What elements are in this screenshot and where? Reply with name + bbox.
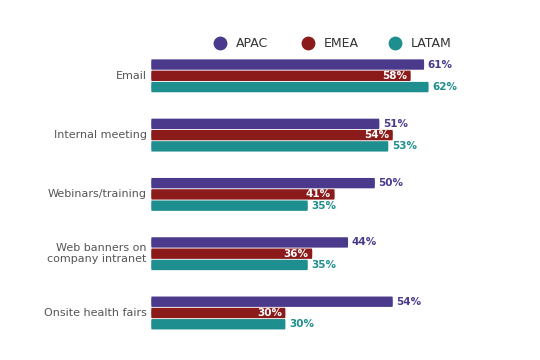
Text: 51%: 51% <box>383 119 408 129</box>
FancyBboxPatch shape <box>151 119 380 129</box>
Text: 36%: 36% <box>284 249 309 259</box>
FancyBboxPatch shape <box>151 248 312 259</box>
Text: LATAM: LATAM <box>411 37 452 50</box>
FancyBboxPatch shape <box>151 297 393 307</box>
Text: 58%: 58% <box>382 71 407 81</box>
Point <box>148 251 157 257</box>
Text: Web banners on
company intranet: Web banners on company intranet <box>48 243 147 265</box>
Text: 54%: 54% <box>364 130 389 140</box>
FancyBboxPatch shape <box>151 237 348 248</box>
Text: 35%: 35% <box>312 260 336 270</box>
Text: APAC: APAC <box>236 37 268 50</box>
FancyBboxPatch shape <box>151 82 429 92</box>
Text: Onsite health fairs: Onsite health fairs <box>44 308 147 318</box>
Text: 44%: 44% <box>352 238 377 247</box>
Text: Internal meeting: Internal meeting <box>53 130 147 140</box>
Text: Webinars/training: Webinars/training <box>48 189 147 199</box>
FancyBboxPatch shape <box>151 130 393 140</box>
Text: 53%: 53% <box>392 141 417 151</box>
Text: 50%: 50% <box>379 178 403 188</box>
FancyBboxPatch shape <box>151 71 411 81</box>
Text: 30%: 30% <box>257 308 282 318</box>
FancyBboxPatch shape <box>151 178 375 188</box>
Text: 30%: 30% <box>289 319 314 329</box>
FancyBboxPatch shape <box>151 141 388 152</box>
FancyBboxPatch shape <box>151 260 308 270</box>
Text: 62%: 62% <box>432 82 457 92</box>
FancyBboxPatch shape <box>151 319 286 329</box>
Text: Email: Email <box>116 71 147 81</box>
Text: 61%: 61% <box>428 59 453 69</box>
Point <box>150 251 159 257</box>
Point <box>149 251 158 257</box>
Text: 54%: 54% <box>396 297 422 307</box>
Text: 41%: 41% <box>306 189 331 199</box>
FancyBboxPatch shape <box>151 189 335 199</box>
FancyBboxPatch shape <box>151 308 286 318</box>
Text: 35%: 35% <box>312 201 336 211</box>
Text: EMEA: EMEA <box>323 37 359 50</box>
FancyBboxPatch shape <box>151 59 424 70</box>
FancyBboxPatch shape <box>151 201 308 211</box>
